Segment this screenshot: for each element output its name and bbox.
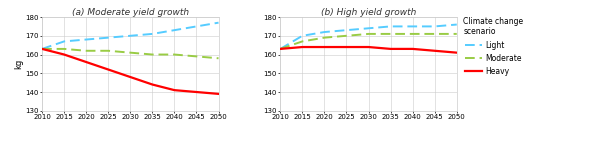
Title: (b) High yield growth: (b) High yield growth <box>321 8 416 17</box>
Legend: Light, Moderate, Heavy: Light, Moderate, Heavy <box>462 16 524 77</box>
Title: (a) Moderate yield growth: (a) Moderate yield growth <box>72 8 189 17</box>
Y-axis label: kg: kg <box>14 59 23 69</box>
